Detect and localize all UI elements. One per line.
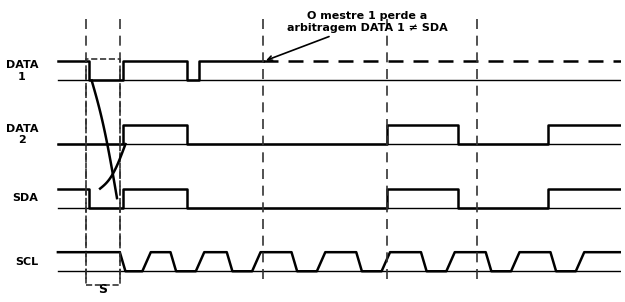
Bar xyxy=(86,59,120,285)
Text: DATA
1: DATA 1 xyxy=(6,60,38,82)
Text: DATA
2: DATA 2 xyxy=(6,124,38,145)
Text: SCL: SCL xyxy=(15,257,38,267)
Text: SDA: SDA xyxy=(12,193,38,203)
Text: S: S xyxy=(98,283,107,296)
Text: O mestre 1 perde a
arbitragem DATA 1 ≠ SDA: O mestre 1 perde a arbitragem DATA 1 ≠ S… xyxy=(268,11,448,60)
